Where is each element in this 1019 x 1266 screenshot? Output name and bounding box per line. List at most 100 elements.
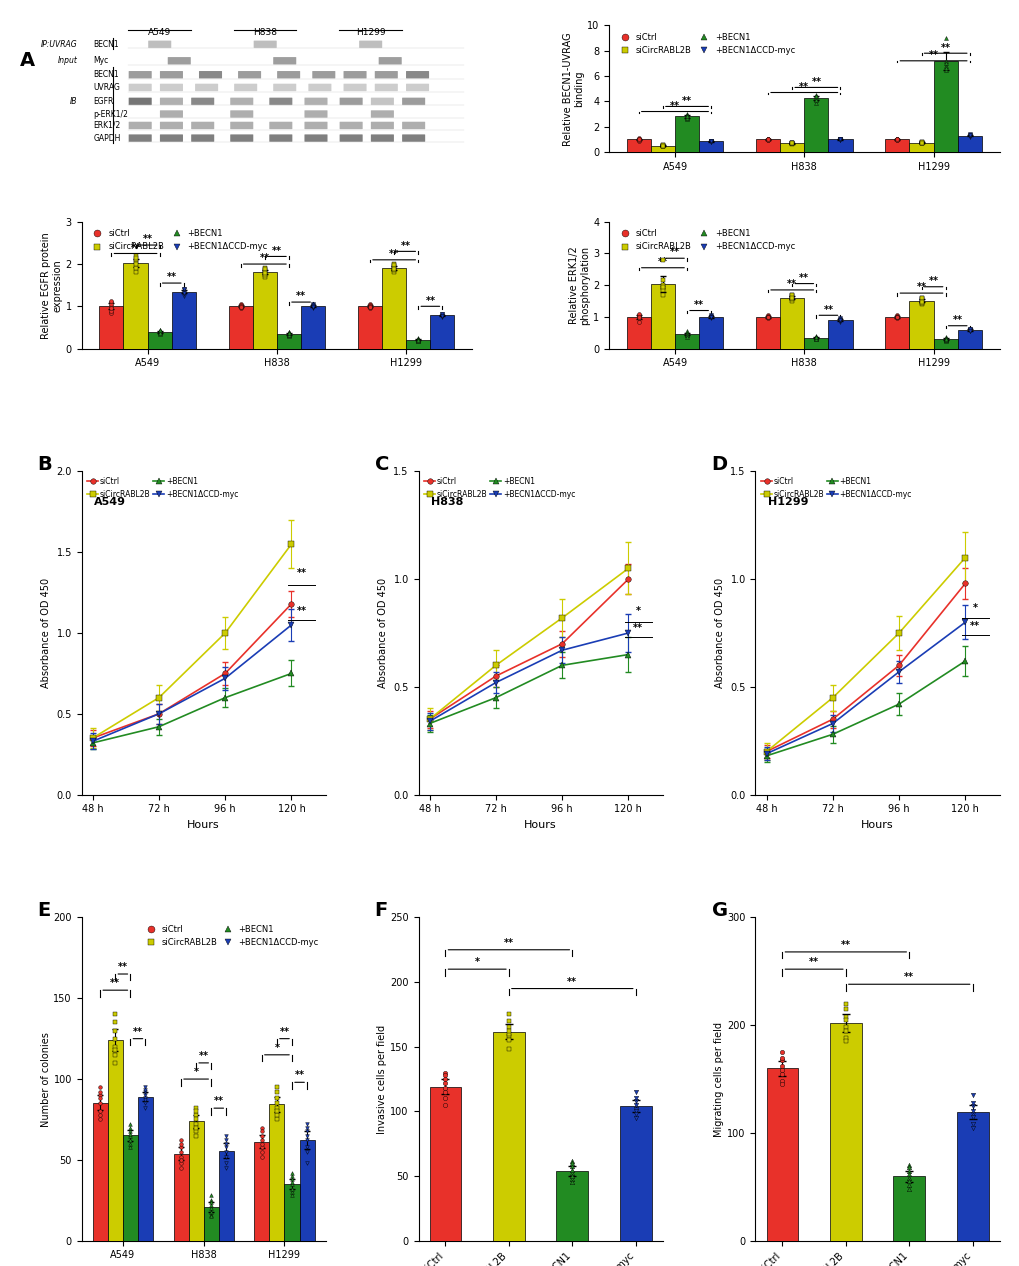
FancyBboxPatch shape <box>406 71 429 78</box>
Point <box>784 133 800 153</box>
Bar <box>932 61 957 152</box>
Bar <box>429 1086 461 1241</box>
Point <box>283 1172 300 1193</box>
Point <box>832 310 848 330</box>
Point <box>807 329 823 349</box>
FancyBboxPatch shape <box>230 110 253 118</box>
Point <box>702 132 718 152</box>
Point <box>832 129 848 149</box>
Y-axis label: Relative ERK1/2
phosphorylation: Relative ERK1/2 phosphorylation <box>568 246 590 325</box>
Point <box>807 328 823 348</box>
Point <box>269 1082 285 1103</box>
Y-axis label: Invasive cells per field: Invasive cells per field <box>377 1024 387 1133</box>
FancyBboxPatch shape <box>343 71 366 78</box>
Bar <box>827 320 852 348</box>
Point <box>299 1114 315 1134</box>
Point <box>912 294 928 314</box>
Point <box>961 125 977 146</box>
Bar <box>909 301 932 348</box>
Point <box>103 296 119 316</box>
FancyBboxPatch shape <box>378 57 401 65</box>
Point <box>773 1047 790 1067</box>
Point <box>257 261 273 281</box>
FancyBboxPatch shape <box>308 84 331 91</box>
Point <box>122 1114 139 1134</box>
Point <box>280 325 297 346</box>
Point <box>203 1201 219 1222</box>
Point <box>900 1169 916 1189</box>
Text: Myc: Myc <box>93 56 108 66</box>
Text: **: ** <box>927 276 937 286</box>
Point <box>837 1010 853 1031</box>
Point <box>900 1161 916 1181</box>
Point <box>92 1104 108 1124</box>
Point <box>889 129 905 149</box>
Point <box>257 263 273 284</box>
Point <box>500 1017 517 1037</box>
FancyBboxPatch shape <box>343 84 366 91</box>
Point <box>187 1118 204 1138</box>
Point <box>203 1198 219 1218</box>
Point <box>410 330 426 351</box>
Point <box>107 1004 123 1024</box>
Point <box>837 1017 853 1037</box>
Point <box>807 87 823 108</box>
Text: **: ** <box>130 243 141 253</box>
Point <box>362 296 378 316</box>
Text: **: ** <box>132 1027 143 1037</box>
Point <box>269 1077 285 1098</box>
Bar <box>884 316 909 348</box>
FancyBboxPatch shape <box>191 134 214 142</box>
Point <box>203 1190 219 1210</box>
Point <box>889 130 905 151</box>
Point <box>500 1031 517 1051</box>
Point <box>964 1093 980 1113</box>
Point <box>152 320 168 341</box>
Point <box>889 129 905 149</box>
Text: **: ** <box>110 979 120 989</box>
Point <box>172 1153 189 1174</box>
Point <box>175 282 192 303</box>
Text: *: * <box>474 957 479 967</box>
Point <box>127 262 144 282</box>
Point <box>187 1125 204 1146</box>
Point <box>175 280 192 300</box>
Point <box>837 999 853 1019</box>
Text: *: * <box>635 605 640 615</box>
Text: EGFR: EGFR <box>93 97 113 106</box>
Point <box>837 1028 853 1048</box>
FancyBboxPatch shape <box>254 41 276 48</box>
Point <box>630 306 646 327</box>
Point <box>702 130 718 151</box>
Text: H1299: H1299 <box>767 498 807 508</box>
Bar <box>228 306 253 348</box>
Point <box>434 304 450 324</box>
Point <box>702 132 718 152</box>
Point <box>305 294 321 314</box>
Text: BECN1: BECN1 <box>93 70 119 80</box>
Text: **: ** <box>166 272 176 282</box>
Point <box>305 296 321 316</box>
Point <box>232 298 249 318</box>
Bar <box>675 334 698 348</box>
FancyBboxPatch shape <box>401 134 425 142</box>
Point <box>912 133 928 153</box>
Point <box>654 135 671 156</box>
Point <box>103 291 119 311</box>
Text: **: ** <box>118 962 127 972</box>
Bar <box>829 1023 861 1241</box>
Point <box>654 137 671 157</box>
Point <box>187 1114 204 1134</box>
Point <box>187 1101 204 1122</box>
Bar <box>492 1032 524 1241</box>
FancyBboxPatch shape <box>269 97 292 105</box>
Point <box>299 1142 315 1162</box>
Point <box>437 1077 453 1098</box>
Bar <box>620 1106 651 1241</box>
Point <box>784 290 800 310</box>
Bar <box>406 339 430 348</box>
Text: D: D <box>711 456 727 475</box>
FancyBboxPatch shape <box>160 84 182 91</box>
Point <box>500 1027 517 1047</box>
Point <box>936 58 953 78</box>
